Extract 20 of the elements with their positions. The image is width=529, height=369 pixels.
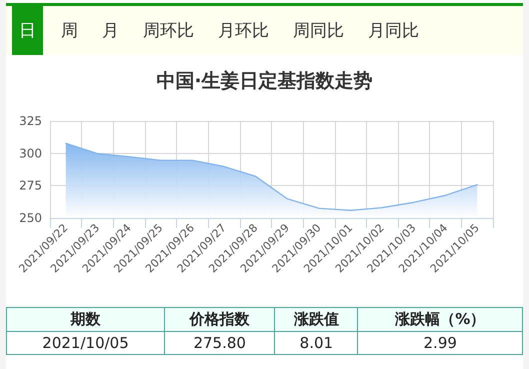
text: 涨跌值 [274,308,358,332]
text: 月环比 [217,20,270,43]
text: 周环比 [142,20,195,43]
text: 8.01 [274,332,358,354]
y-tick-label: 275 [19,178,42,193]
text: 价格指数 [164,308,275,332]
y-tick-label: 300 [19,146,42,160]
y-tick-label: 250 [19,211,42,225]
text: 2021/10/05 [6,332,165,354]
chart-title: 中国·生姜日定基指数走势 [155,69,374,94]
text: 周同比 [292,20,345,43]
text: 期数 [6,308,165,332]
text: 275.80 [164,332,275,354]
y-tick-label: 325 [19,114,42,128]
text: 2.99 [358,332,522,354]
text: 月同比 [367,20,420,43]
text: 月 [101,20,120,43]
text: 日 [12,6,43,55]
text: 周 [60,20,79,43]
text: 涨跌幅（%） [358,308,522,332]
